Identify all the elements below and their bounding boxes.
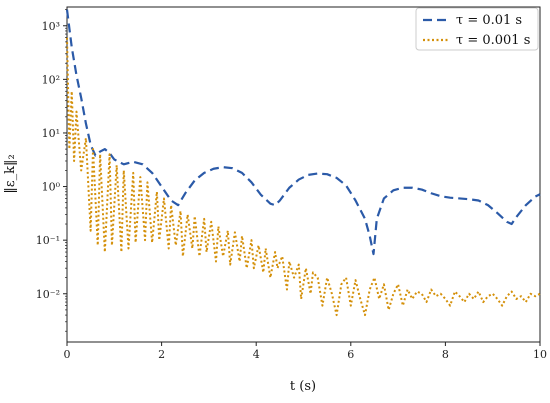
y-tick-label: 10³	[42, 20, 60, 33]
y-axis-label: ‖ε_k‖₂	[3, 154, 18, 193]
x-axis-label: t (s)	[290, 379, 316, 394]
series-layer	[65, 9, 541, 317]
x-tick-label: 8	[442, 348, 449, 361]
plot-frame	[66, 6, 541, 343]
y-tick-label: 10⁻²	[36, 288, 60, 301]
y-tick-label: 10²	[42, 73, 60, 86]
series-line-1	[65, 9, 541, 256]
y-tick-label: 10⁻¹	[36, 234, 60, 247]
x-tick-label: 10	[533, 348, 547, 361]
x-tick-label: 6	[347, 348, 354, 361]
x-tick-label: 4	[253, 348, 260, 361]
legend-label-series-2: τ = 0.001 s	[456, 33, 530, 48]
x-tick-label: 0	[64, 348, 71, 361]
x-tick-label: 2	[158, 348, 165, 361]
legend: τ = 0.01 s τ = 0.001 s	[415, 7, 539, 51]
y-tick-label: 10¹	[42, 127, 60, 140]
y-tick-label: 10⁰	[42, 181, 61, 194]
axes-layer: 0 2 4 6 8 10 10⁻² 10⁻¹ 10⁰ 10¹ 10² 10³	[36, 9, 547, 361]
legend-label-series-1: τ = 0.01 s	[456, 13, 522, 28]
